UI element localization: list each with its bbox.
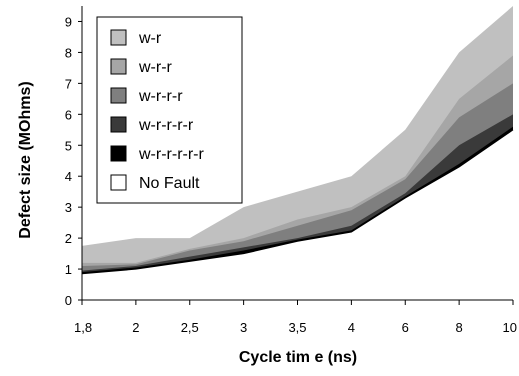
- x-tick-label: 2,5: [181, 320, 199, 335]
- legend-label: w-r-r-r: [138, 88, 183, 105]
- x-tick-label: 3,5: [288, 320, 306, 335]
- legend: w-r w-r-r w-r-r-r w-r-r-r-r w-r-r-r-r-r No Fa…: [96, 16, 243, 204]
- x-tick-label: 3: [240, 320, 247, 335]
- area-no-fault: [82, 129, 513, 300]
- y-tick-label: 6: [65, 107, 72, 122]
- y-tick-label: 8: [65, 45, 72, 60]
- legend-label: w-r: [138, 30, 162, 47]
- series-areas: [81, 6, 514, 301]
- x-tick-label: 4: [348, 320, 355, 335]
- legend-swatch: [110, 29, 127, 46]
- legend-swatch: [110, 145, 127, 162]
- y-axis-title: Defect size (MOhms): [17, 81, 34, 238]
- y-tick-label: 0: [65, 293, 72, 308]
- x-axis-title: Cycle tim e (ns): [239, 349, 357, 366]
- legend-swatch: [110, 58, 127, 75]
- line-no-fault: [81, 129, 514, 275]
- legend-swatch: [110, 174, 127, 191]
- legend-label: w-r-r-r-r-r: [138, 146, 205, 163]
- legend-label: No Fault: [139, 175, 200, 192]
- y-tick-label: 5: [65, 138, 72, 153]
- y-tick-label: 7: [65, 76, 72, 91]
- legend-label: w-r-r: [138, 59, 173, 76]
- x-tick-label: 6: [402, 320, 409, 335]
- legend-swatch: [110, 116, 127, 133]
- y-tick-label: 2: [65, 231, 72, 246]
- y-tick-label: 3: [65, 200, 72, 215]
- x-tick-label: 8: [456, 320, 463, 335]
- y-tick-label: 1: [65, 262, 72, 277]
- y-axis-ticks: 0 1 2 3 4 5 6 7 8 9: [65, 14, 82, 308]
- x-axis-ticks: 1,8 2 2,5 3 3,5 4 6 8 10: [74, 300, 517, 335]
- legend-swatch: [110, 87, 127, 104]
- x-tick-label: 10: [503, 320, 517, 335]
- legend-label: w-r-r-r-r: [138, 117, 194, 134]
- x-tick-label: 1,8: [74, 320, 92, 335]
- y-tick-label: 4: [65, 169, 72, 184]
- x-tick-label: 2: [132, 320, 139, 335]
- y-tick-label: 9: [65, 14, 72, 29]
- legend-box: [96, 16, 243, 204]
